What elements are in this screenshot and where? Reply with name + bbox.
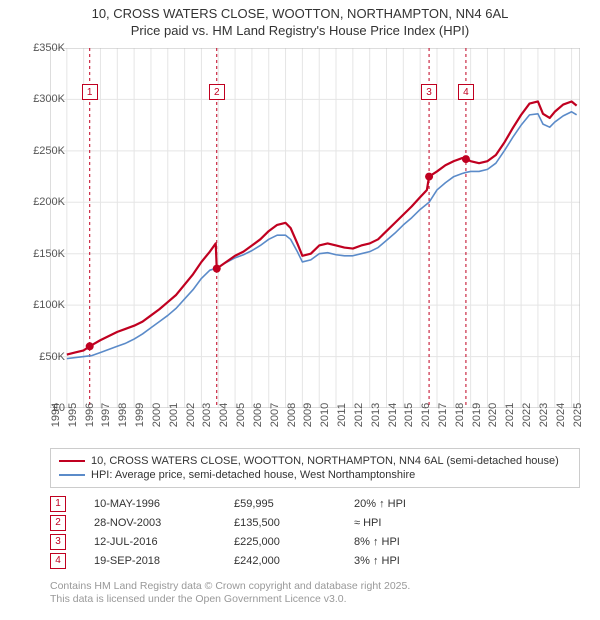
x-tick-label: 2001 [168, 403, 180, 427]
legend-row-1: 10, CROSS WATERS CLOSE, WOOTTON, NORTHAM… [59, 454, 571, 468]
x-tick-label: 2004 [218, 403, 230, 427]
y-tick-label: £150K [15, 248, 65, 260]
x-tick-label: 2005 [235, 403, 247, 427]
x-tick-label: 2020 [487, 403, 499, 427]
x-tick-label: 2008 [286, 403, 298, 427]
x-tick-label: 2022 [521, 403, 533, 427]
legend-label-1: 10, CROSS WATERS CLOSE, WOOTTON, NORTHAM… [91, 455, 559, 467]
sale-hpi: 3% ↑ HPI [354, 555, 454, 567]
sale-hpi: 20% ↑ HPI [354, 498, 454, 510]
x-tick-label: 2024 [555, 403, 567, 427]
sale-number-box: 4 [50, 553, 66, 569]
y-tick-label: £200K [15, 196, 65, 208]
legend: 10, CROSS WATERS CLOSE, WOOTTON, NORTHAM… [50, 448, 580, 488]
x-tick-label: 1998 [117, 403, 129, 427]
sale-row: 4 19-SEP-2018£242,0003% ↑ HPI [50, 551, 454, 570]
x-tick-label: 2016 [420, 403, 432, 427]
x-tick-label: 1994 [50, 403, 62, 427]
title-line-1: 10, CROSS WATERS CLOSE, WOOTTON, NORTHAM… [0, 6, 600, 23]
y-tick-label: £250K [15, 145, 65, 157]
sale-date: 10-MAY-1996 [94, 498, 234, 510]
x-tick-label: 2012 [353, 403, 365, 427]
x-tick-label: 2002 [185, 403, 197, 427]
sale-number-box: 3 [50, 534, 66, 550]
sale-marker-box: 1 [82, 84, 98, 100]
sale-row: 2 28-NOV-2003£135,500≈ HPI [50, 513, 454, 532]
x-tick-label: 2006 [252, 403, 264, 427]
sale-price: £59,995 [234, 498, 354, 510]
sale-marker-box: 2 [209, 84, 225, 100]
sale-hpi: 8% ↑ HPI [354, 536, 454, 548]
sale-date: 28-NOV-2003 [94, 517, 234, 529]
x-tick-label: 2014 [387, 403, 399, 427]
x-tick-label: 2003 [201, 403, 213, 427]
sale-table: 1 10-MAY-1996£59,99520% ↑ HPI 2 28-NOV-2003… [50, 494, 454, 570]
x-tick-label: 1995 [67, 403, 79, 427]
sale-hpi: ≈ HPI [354, 517, 454, 529]
sale-marker-box: 3 [421, 84, 437, 100]
legend-swatch-1 [59, 460, 85, 462]
footnote-line-2: This data is licensed under the Open Gov… [50, 593, 410, 606]
sale-row: 1 10-MAY-1996£59,99520% ↑ HPI [50, 494, 454, 513]
title-line-2: Price paid vs. HM Land Registry's House … [0, 23, 600, 40]
sale-date: 12-JUL-2016 [94, 536, 234, 548]
plot-area [50, 48, 580, 408]
x-tick-label: 2019 [471, 403, 483, 427]
y-tick-label: £50K [15, 351, 65, 363]
x-tick-label: 2017 [437, 403, 449, 427]
x-tick-label: 2009 [302, 403, 314, 427]
x-tick-label: 2011 [336, 403, 348, 427]
x-tick-label: 2000 [151, 403, 163, 427]
x-tick-label: 2015 [403, 403, 415, 427]
y-tick-label: £100K [15, 299, 65, 311]
sale-price: £225,000 [234, 536, 354, 548]
chart-svg [50, 48, 580, 408]
x-tick-label: 2013 [370, 403, 382, 427]
x-tick-label: 2007 [269, 403, 281, 427]
sale-price: £135,500 [234, 517, 354, 529]
x-tick-label: 2021 [504, 403, 516, 427]
sale-price: £242,000 [234, 555, 354, 567]
legend-row-2: HPI: Average price, semi-detached house,… [59, 468, 571, 482]
x-tick-label: 2025 [572, 403, 584, 427]
sale-date: 19-SEP-2018 [94, 555, 234, 567]
x-tick-label: 1999 [134, 403, 146, 427]
x-tick-label: 2018 [454, 403, 466, 427]
chart-container: 10, CROSS WATERS CLOSE, WOOTTON, NORTHAM… [0, 0, 600, 620]
chart-title: 10, CROSS WATERS CLOSE, WOOTTON, NORTHAM… [0, 0, 600, 40]
x-tick-label: 2023 [538, 403, 550, 427]
x-tick-label: 2010 [319, 403, 331, 427]
footnote: Contains HM Land Registry data © Crown c… [50, 580, 410, 606]
legend-swatch-2 [59, 474, 85, 476]
x-tick-label: 1997 [100, 403, 112, 427]
x-tick-label: 1996 [84, 403, 96, 427]
sale-marker-box: 4 [458, 84, 474, 100]
y-tick-label: £300K [15, 93, 65, 105]
y-tick-label: £350K [15, 42, 65, 54]
sale-number-box: 1 [50, 496, 66, 512]
legend-label-2: HPI: Average price, semi-detached house,… [91, 469, 415, 481]
footnote-line-1: Contains HM Land Registry data © Crown c… [50, 580, 410, 593]
sale-row: 3 12-JUL-2016£225,0008% ↑ HPI [50, 532, 454, 551]
sale-number-box: 2 [50, 515, 66, 531]
